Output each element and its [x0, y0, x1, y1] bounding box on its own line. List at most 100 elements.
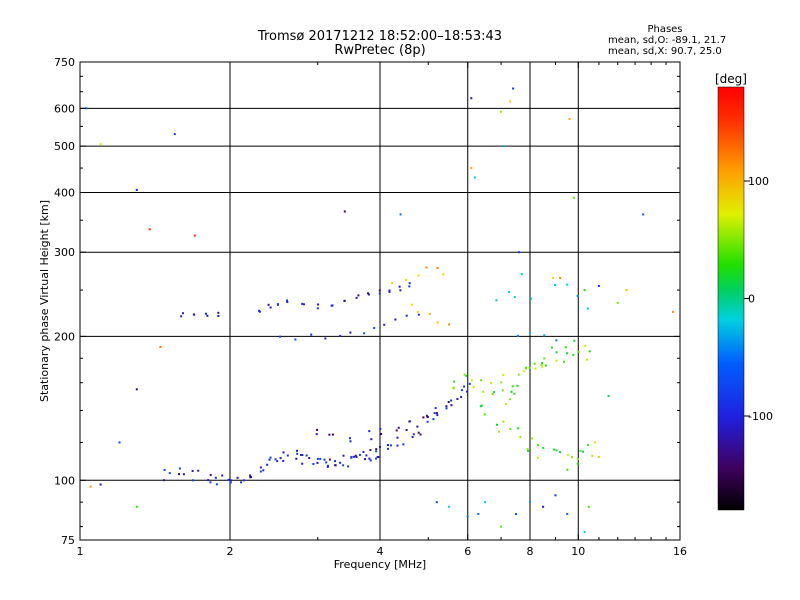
data-point [463, 373, 466, 376]
data-point [543, 334, 546, 337]
data-point [583, 530, 586, 533]
data-point [350, 455, 353, 458]
data-point [387, 447, 389, 450]
data-point [342, 454, 345, 457]
data-point [349, 437, 351, 440]
data-point [555, 449, 558, 452]
data-point [236, 476, 239, 479]
data-point [436, 321, 439, 324]
data-point [316, 457, 319, 460]
data-point [286, 454, 289, 457]
data-point [435, 412, 438, 414]
data-point [349, 331, 352, 334]
data-point [221, 474, 224, 477]
data-point [301, 302, 304, 305]
data-point [529, 332, 532, 334]
y-tick-label: 400 [54, 186, 75, 199]
y-tick-label: 600 [54, 102, 75, 115]
data-point [577, 350, 580, 353]
data-point [572, 353, 575, 356]
data-point [364, 458, 366, 461]
data-point [607, 395, 610, 398]
data-point [378, 289, 381, 292]
data-point [334, 464, 337, 467]
data-point [229, 479, 232, 482]
data-point [178, 467, 181, 470]
data-point [625, 289, 628, 292]
data-point [286, 301, 289, 304]
data-point [563, 360, 565, 363]
data-point [568, 118, 571, 120]
data-points [85, 87, 675, 533]
data-point [509, 427, 512, 430]
data-point [463, 385, 466, 388]
x-tick-label: 10 [571, 545, 585, 558]
data-point [259, 470, 262, 473]
data-point [554, 284, 557, 286]
data-point [501, 389, 504, 392]
data-point [489, 382, 492, 384]
data-point [135, 188, 138, 191]
data-point [301, 454, 304, 456]
data-point [193, 234, 196, 237]
data-point [217, 315, 220, 317]
data-point [369, 449, 372, 451]
data-point [566, 352, 569, 355]
data-point [416, 425, 419, 428]
data-point [276, 303, 279, 306]
data-point [536, 456, 539, 459]
data-point [269, 306, 272, 309]
data-point [375, 457, 377, 460]
data-point [168, 472, 171, 475]
data-point [375, 448, 378, 451]
data-point [526, 448, 529, 451]
data-point [477, 513, 480, 515]
data-point [347, 465, 350, 468]
data-point [419, 433, 422, 436]
data-point [209, 473, 212, 476]
data-point [388, 289, 391, 292]
data-point [367, 293, 370, 296]
data-point [433, 412, 436, 415]
data-point [466, 390, 468, 393]
data-point [517, 251, 520, 254]
data-point [482, 390, 485, 393]
data-point [416, 310, 419, 313]
data-point [301, 462, 304, 465]
data-point [282, 459, 285, 462]
data-point [308, 457, 311, 459]
data-point [258, 309, 260, 312]
y-axis-label: Stationary phase Virtual Height [km] [38, 200, 51, 402]
data-point [531, 437, 534, 440]
data-point [377, 456, 380, 458]
data-point [432, 418, 435, 421]
data-point [173, 133, 176, 136]
data-point [587, 505, 590, 508]
data-point [493, 391, 495, 394]
data-point [495, 299, 498, 302]
info-line1: mean, sd,O: -89.1, 21.7 [608, 35, 726, 46]
data-point [509, 100, 512, 103]
data-point [537, 444, 540, 447]
data-point [587, 443, 589, 446]
data-point [405, 314, 408, 317]
data-point [391, 282, 393, 285]
data-point [428, 312, 431, 315]
data-point [505, 403, 508, 406]
data-point [436, 266, 439, 269]
data-point [206, 314, 209, 317]
data-point [349, 440, 352, 443]
colorbar-tick-label: 0 [748, 293, 755, 306]
data-point [229, 481, 232, 484]
data-point [402, 443, 405, 446]
data-point [316, 461, 319, 464]
y-tick-label: 100 [54, 474, 75, 487]
y-tick-label: 300 [54, 246, 75, 259]
data-point [317, 303, 320, 306]
data-point [597, 285, 600, 287]
data-point [559, 277, 562, 279]
data-point [529, 501, 531, 504]
data-point [576, 462, 579, 465]
data-point [498, 430, 500, 433]
